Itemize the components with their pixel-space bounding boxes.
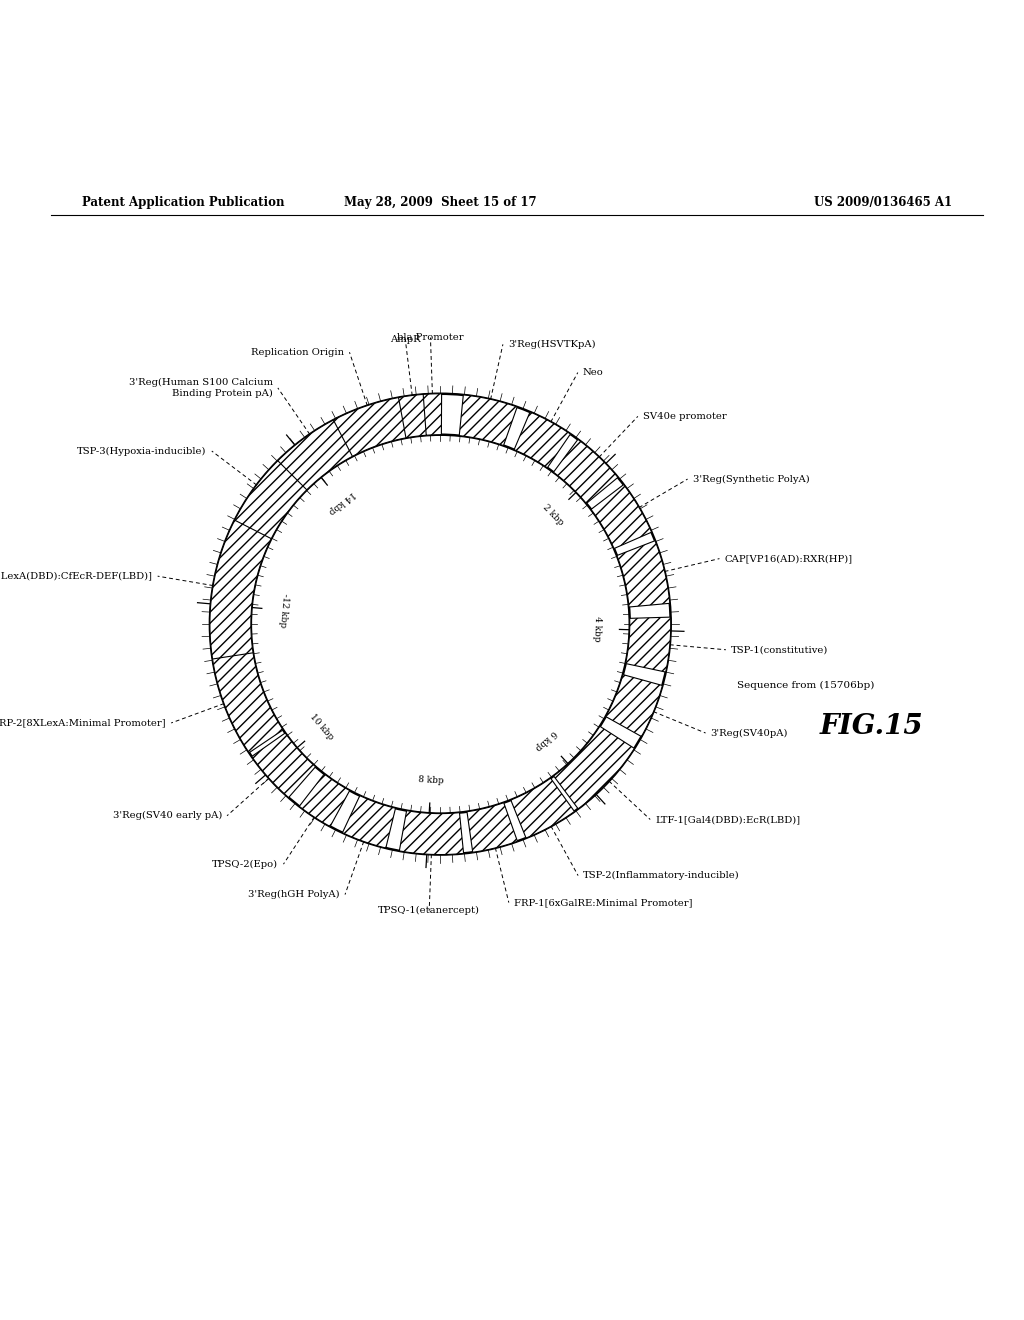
- Text: 3'Reg(SV40pA): 3'Reg(SV40pA): [711, 729, 788, 738]
- Polygon shape: [554, 726, 634, 809]
- Text: SV40e promoter: SV40e promoter: [643, 412, 727, 421]
- Text: LTF2[LexA(DBD):CfEcR-DEF(LBD)]: LTF2[LexA(DBD):CfEcR-DEF(LBD)]: [0, 572, 153, 581]
- Text: 3'Reg(Synthetic PolyA): 3'Reg(Synthetic PolyA): [692, 474, 810, 483]
- Text: May 28, 2009  Sheet 15 of 17: May 28, 2009 Sheet 15 of 17: [344, 197, 537, 209]
- Polygon shape: [334, 397, 410, 457]
- Polygon shape: [299, 774, 349, 826]
- Text: TSP-3(Hypoxia-inducible): TSP-3(Hypoxia-inducible): [77, 446, 207, 455]
- Text: 2 kbp: 2 kbp: [541, 503, 565, 527]
- Text: 6 kbp: 6 kbp: [534, 727, 558, 751]
- Text: AmpR: AmpR: [390, 335, 421, 345]
- Text: CAP[VP16(AD):RXR(HP)]: CAP[VP16(AD):RXR(HP)]: [725, 554, 853, 564]
- Text: 4 kbp: 4 kbp: [592, 616, 602, 642]
- Text: bla Promoter: bla Promoter: [397, 333, 464, 342]
- Polygon shape: [553, 440, 617, 503]
- Polygon shape: [591, 484, 651, 549]
- Text: 10 kbp: 10 kbp: [308, 711, 335, 742]
- Text: Sequence from (15706bp): Sequence from (15706bp): [737, 681, 874, 690]
- Text: TSP-2(Inflammatory-inducible): TSP-2(Inflammatory-inducible): [584, 871, 740, 880]
- Text: FIG.15: FIG.15: [819, 713, 923, 741]
- Text: TPSQ-1(etanercept): TPSQ-1(etanercept): [378, 906, 480, 915]
- Text: 14 kbp: 14 kbp: [327, 490, 356, 516]
- Text: TPSQ-2(Epo): TPSQ-2(Epo): [212, 859, 279, 869]
- Text: 3'Reg(hGH PolyA): 3'Reg(hGH PolyA): [248, 890, 340, 899]
- Polygon shape: [399, 810, 464, 854]
- Text: FRP-2[8XLexA:Minimal Promoter]: FRP-2[8XLexA:Minimal Promoter]: [0, 718, 166, 727]
- Text: -12 kbp: -12 kbp: [279, 593, 290, 628]
- Text: 8 kbp: 8 kbp: [418, 775, 444, 785]
- Polygon shape: [616, 541, 670, 607]
- Text: FRP-1[6xGalRE:Minimal Promoter]: FRP-1[6xGalRE:Minimal Promoter]: [514, 898, 692, 907]
- Polygon shape: [606, 675, 663, 737]
- Polygon shape: [398, 395, 428, 438]
- Polygon shape: [234, 454, 312, 539]
- Polygon shape: [252, 733, 315, 797]
- Text: 3'Reg(Human S100 Calcium
Binding Protein pA): 3'Reg(Human S100 Calcium Binding Protein…: [129, 378, 272, 397]
- Polygon shape: [511, 779, 574, 838]
- Polygon shape: [342, 796, 395, 847]
- Polygon shape: [467, 803, 517, 853]
- Text: 3'Reg(HSVTKpA): 3'Reg(HSVTKpA): [508, 339, 596, 348]
- Polygon shape: [514, 412, 570, 467]
- Text: Neo: Neo: [583, 368, 604, 378]
- Polygon shape: [278, 414, 362, 490]
- Text: TSP-1(constitutive): TSP-1(constitutive): [731, 645, 828, 655]
- Polygon shape: [423, 393, 441, 436]
- Text: Patent Application Publication: Patent Application Publication: [82, 197, 285, 209]
- Text: Replication Origin: Replication Origin: [251, 347, 344, 356]
- Polygon shape: [626, 618, 671, 672]
- Text: US 2009/0136465 A1: US 2009/0136465 A1: [814, 197, 952, 209]
- Polygon shape: [211, 645, 283, 752]
- Text: LTF-1[Gal4(DBD):EcR(LBD)]: LTF-1[Gal4(DBD):EcR(LBD)]: [655, 814, 801, 824]
- Polygon shape: [210, 516, 273, 659]
- Polygon shape: [459, 395, 517, 446]
- Text: 3'Reg(SV40 early pA): 3'Reg(SV40 early pA): [113, 812, 222, 820]
